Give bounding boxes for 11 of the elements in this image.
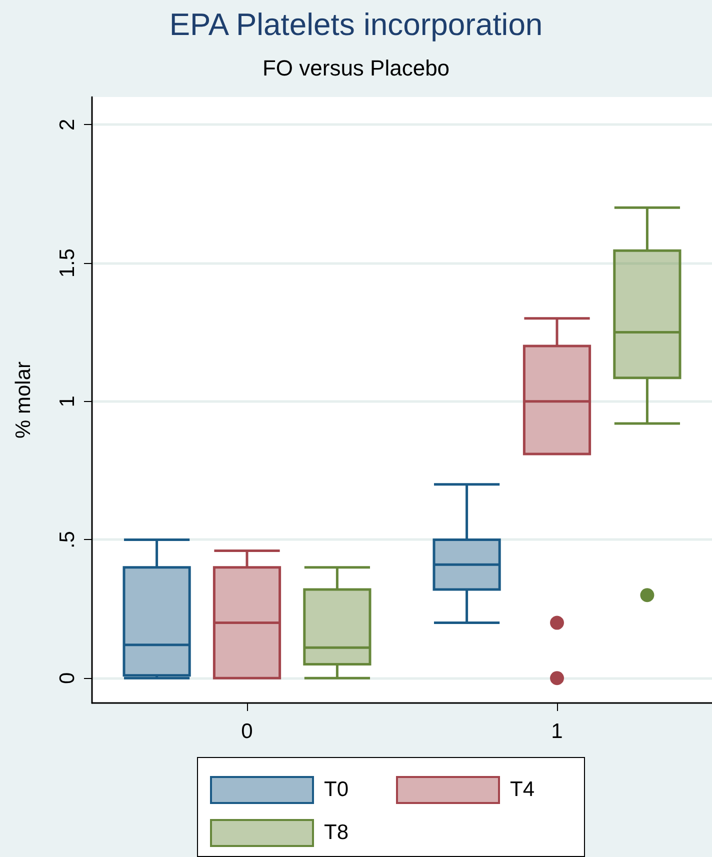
y-tick-label: 2 (56, 118, 79, 131)
chart-title: EPA Platelets incorporation (169, 7, 543, 42)
y-axis-title: % molar (12, 361, 35, 439)
legend-label: T4 (510, 778, 535, 802)
legend-label: T0 (324, 778, 349, 802)
y-tick-label: 1.5 (56, 248, 79, 278)
legend-label: T8 (324, 821, 349, 845)
y-tick-label: 0 (56, 672, 79, 684)
chart-subtitle: FO versus Placebo (262, 56, 450, 80)
y-tick-label: .5 (56, 530, 79, 548)
y-tick-label: 1 (56, 396, 79, 408)
